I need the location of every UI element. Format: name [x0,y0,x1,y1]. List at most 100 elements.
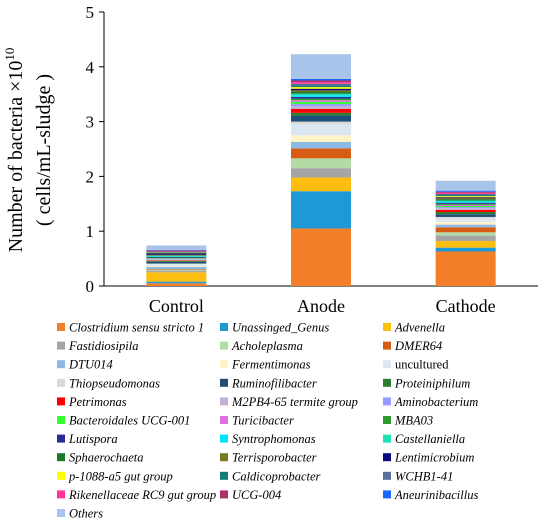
legend-swatch [220,323,228,331]
legend-swatch [220,434,228,443]
bar-segment [435,227,496,233]
legend-entry-label: Lentimicrobium [394,451,474,465]
bar-segment [146,245,207,250]
legend-swatch [57,397,65,406]
legend-entry-label: Others [69,507,103,521]
bar-segment [146,258,207,259]
legend-swatch [383,360,391,369]
bar-segment [146,260,207,262]
bar-segment [291,101,351,105]
legend-swatch [57,341,65,350]
bar-segment [146,269,207,271]
bar-segment [291,108,351,113]
bar-segment [146,250,207,251]
bar-segment [435,235,496,242]
legend-entry-label: MBA03 [394,414,433,428]
legend-entry-label: Rikenellaceae RC9 gut group [68,488,216,502]
bar-segment [435,202,496,204]
legend-entry-label: Terrisporobacter [232,451,317,465]
legend-swatch [220,341,228,350]
bar-segment [291,83,351,86]
legend-swatch [57,490,65,499]
bars: Control Anode Cathode [146,54,496,316]
bar-segment [146,283,207,286]
y-tick-label: 2 [86,167,95,186]
legend-entry-label: DTU014 [68,358,113,372]
bar-segment [291,115,351,122]
y-tick-label: 4 [86,58,95,77]
bar-segment [291,95,351,97]
bar-segment [435,180,496,191]
bar-segment [291,78,351,81]
legend-entry-label: Lutispora [68,432,118,446]
legend-swatch [220,490,228,499]
bar-segment [146,263,207,265]
bar-segment [146,259,207,261]
bar-segment [146,260,207,261]
legend-entry-label: Caldicoprobacter [232,469,321,483]
x-category-label: Cathode [436,296,496,316]
legend-entry-label: Advenella [394,321,445,335]
legend-entry-label: uncultured [395,358,449,372]
bar-segment [435,203,496,205]
bar-segment [291,85,351,88]
bar-segment [435,195,496,197]
legend-swatch [220,416,228,424]
bar-segment [146,253,207,255]
bar-segment [291,98,351,101]
bar-segment [146,255,207,257]
bar-segment [435,212,496,215]
legend-swatch [57,453,65,462]
bar-segment [291,112,351,116]
bar-segment [146,281,207,284]
bar-segment [435,190,496,192]
bar-segment [291,100,351,102]
legend-entry-label: Fastidiosipila [68,339,138,353]
bar-segment [435,209,496,213]
bar-segment [291,82,351,84]
legend-entry-label: UCG-004 [232,488,281,502]
bar-segment [291,168,351,178]
bar-segment [146,265,207,267]
legend-entry-label: WCHB1-41 [395,469,453,483]
bar-segment [435,205,496,208]
legend-swatch [57,509,65,517]
bar-segment [435,201,496,203]
x-category-label: Anode [297,296,345,316]
legend-entry-label: Bacteroidales UCG-001 [69,414,190,428]
bar-segment [435,200,496,202]
bar-segment [291,228,351,286]
legend-swatch [57,471,65,480]
legend-entry-label: Acholeplasma [231,339,303,353]
bar-segment [146,269,207,270]
y-tick-label: 3 [86,113,95,132]
bar-segment [146,272,207,282]
legend-entry-label: Ruminofilibacter [231,376,317,390]
legend-swatch [220,453,228,462]
bar-segment [291,96,351,99]
legend-entry-label: Fermentimonas [231,358,311,372]
legend-entry-label: Syntrophomonas [232,432,316,446]
bar-segment [291,124,351,136]
legend-entry-label: DMER64 [394,339,442,353]
legend-swatch [57,323,65,331]
bar-segment [435,251,496,286]
bar-segment [146,258,207,260]
bar-segment [435,204,496,206]
bar-segment [291,104,351,107]
bar-segment [291,80,351,83]
legend-swatch [383,323,391,331]
bar-segment [146,254,207,256]
bar-segment [291,158,351,169]
x-category-label: Control [149,296,204,316]
bar-segment [291,90,351,93]
y-tick-label: 5 [86,3,95,22]
y-axis-title: Number of bacteria ×1010 [2,48,27,253]
legend-swatch [383,416,391,424]
bar-segment [291,54,351,79]
legend-swatch [220,397,228,406]
bar-segment [291,93,351,96]
bar-segment [291,191,351,229]
legend-swatch [57,360,65,369]
